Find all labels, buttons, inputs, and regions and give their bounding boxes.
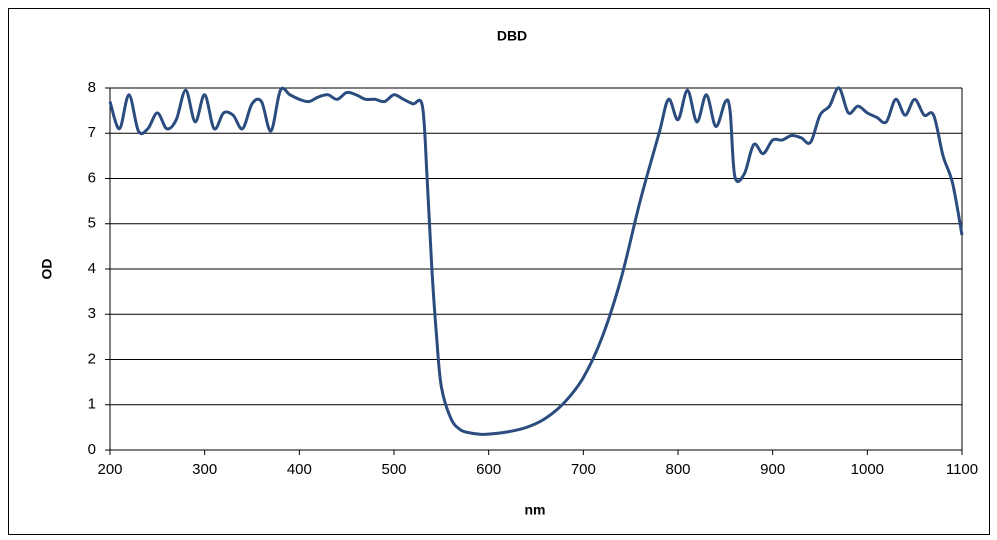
chart-title: DBD <box>497 28 527 44</box>
x-tick-label: 600 <box>476 461 501 478</box>
y-tick-label: 4 <box>88 260 96 277</box>
x-tick-label: 300 <box>192 461 217 478</box>
x-tick-label: 700 <box>571 461 596 478</box>
x-tick-label: 400 <box>287 461 312 478</box>
y-tick-label: 1 <box>88 396 96 413</box>
x-tick-label: 800 <box>665 461 690 478</box>
y-tick-label: 7 <box>88 124 96 141</box>
x-axis-label: nm <box>525 502 546 518</box>
y-tick-label: 3 <box>88 305 96 322</box>
y-tick-label: 0 <box>88 441 96 458</box>
y-tick-label: 5 <box>88 215 96 232</box>
x-tick-label: 500 <box>381 461 406 478</box>
x-tick-label: 1100 <box>946 461 978 478</box>
x-tick-label: 200 <box>97 461 122 478</box>
y-axis-label: OD <box>39 259 55 280</box>
y-tick-label: 8 <box>88 79 96 96</box>
x-tick-label: 900 <box>760 461 785 478</box>
data-line <box>108 86 964 436</box>
y-tick-label: 6 <box>88 169 96 186</box>
y-tick-label: 2 <box>88 350 96 367</box>
chart-frame <box>8 8 990 535</box>
x-tick-label: 1000 <box>851 461 884 478</box>
